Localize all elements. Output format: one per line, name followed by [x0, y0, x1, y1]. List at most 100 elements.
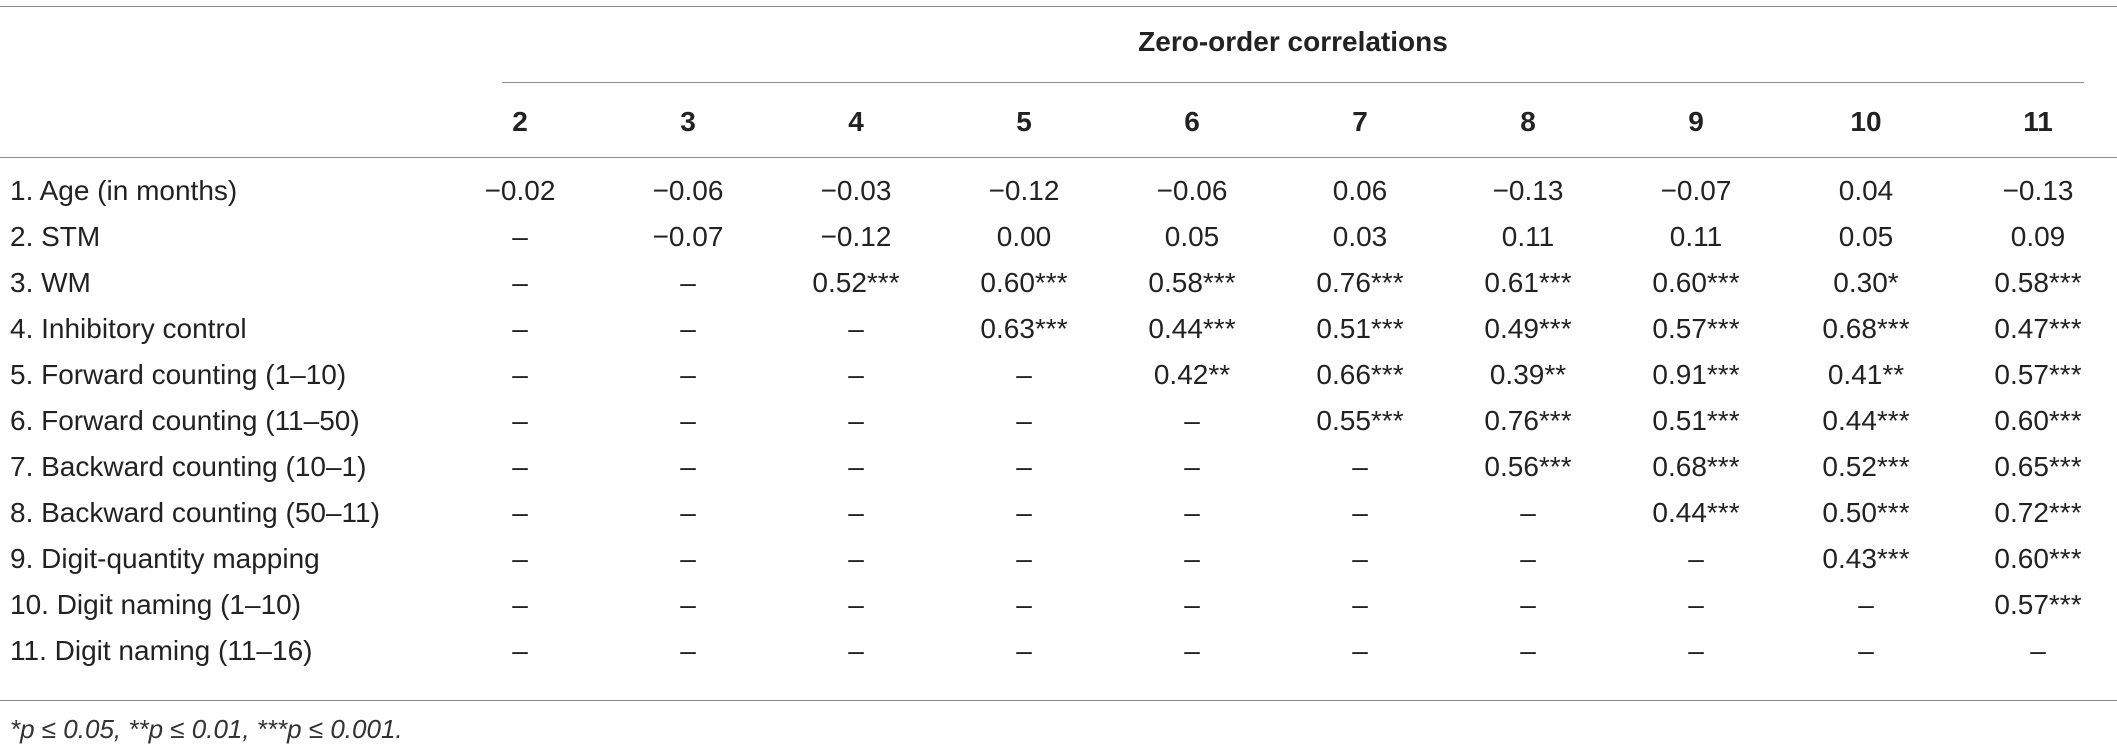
table-cell: −0.13: [1492, 175, 1564, 206]
table-cell: –: [1016, 497, 1032, 528]
table-cell: –: [680, 543, 696, 574]
table-cell: 0.11: [1501, 221, 1555, 252]
table-cell: –: [848, 497, 864, 528]
table-cell: –: [1184, 405, 1200, 436]
table-cell: –: [680, 589, 696, 620]
table-cell: –: [1520, 589, 1536, 620]
table-cell: –: [1688, 589, 1704, 620]
row-label: 6. Forward counting (11–50): [10, 405, 360, 436]
table-cell: 0.66***: [1316, 359, 1404, 390]
table-cell: −0.12: [988, 175, 1060, 206]
table-row: 8. Backward counting (50–11) – – – – – – – 0.44*…: [0, 490, 2117, 536]
table-cell: –: [1352, 589, 1368, 620]
table-cell: 0.03: [1332, 221, 1388, 252]
table-cell: 0.51***: [1316, 313, 1404, 344]
table-cell: –: [2030, 635, 2046, 666]
column-header-10: 10: [1850, 106, 1882, 137]
table-cell: –: [1016, 543, 1032, 574]
table-cell: 0.52***: [812, 267, 900, 298]
table-cell: –: [1016, 451, 1032, 482]
table-cell: –: [1016, 589, 1032, 620]
table-cell: 0.05: [1838, 221, 1894, 252]
table-row: 10. Digit naming (1–10) – – – – – – – – – 0.57***: [0, 582, 2117, 628]
table-cell: 0.47***: [1994, 313, 2082, 344]
header-bottom-rule: [0, 157, 2117, 158]
table-top-rule: [0, 6, 2117, 7]
table-cell: 0.58***: [1994, 267, 2082, 298]
column-header-3: 3: [680, 106, 696, 137]
table-cell: 0.56***: [1484, 451, 1572, 482]
table-cell: –: [512, 497, 528, 528]
table-cell: –: [680, 405, 696, 436]
table-cell: −0.13: [2002, 175, 2074, 206]
table-cell: –: [680, 451, 696, 482]
table-cell: 0.57***: [1994, 359, 2082, 390]
table-cell: –: [1520, 635, 1536, 666]
table-row: 1. Age (in months) −0.02 −0.06 −0.03 −0.12 −0…: [0, 168, 2117, 214]
table-cell: –: [1184, 543, 1200, 574]
table-cell: –: [1520, 543, 1536, 574]
table-cell: –: [512, 451, 528, 482]
table-cell: –: [512, 313, 528, 344]
table-cell: −0.06: [1156, 175, 1228, 206]
table-cell: –: [1688, 635, 1704, 666]
table-cell: 0.60***: [980, 267, 1068, 298]
table-cell: 0.58***: [1148, 267, 1236, 298]
table-row: 3. WM – – 0.52*** 0.60*** 0.58*** 0.76*** 0.61*…: [0, 260, 2117, 306]
table-cell: 0.11: [1669, 221, 1723, 252]
table-cell: –: [848, 589, 864, 620]
row-label: 1. Age (in months): [10, 175, 238, 206]
column-header-2: 2: [512, 106, 528, 137]
table-cell: –: [512, 221, 528, 252]
column-header-8: 8: [1520, 106, 1536, 137]
table-cell: 0.43***: [1822, 543, 1910, 574]
row-label: 10. Digit naming (1–10): [10, 589, 302, 620]
table-cell: −0.06: [652, 175, 724, 206]
table-cell: 0.68***: [1822, 313, 1910, 344]
table-cell: 0.44***: [1652, 497, 1740, 528]
table-cell: –: [680, 267, 696, 298]
table-cell: –: [512, 543, 528, 574]
row-label: 9. Digit-quantity mapping: [10, 543, 320, 574]
column-header-6: 6: [1184, 106, 1200, 137]
column-header-9: 9: [1688, 106, 1704, 137]
table-cell: –: [1016, 635, 1032, 666]
table-cell: –: [848, 313, 864, 344]
table-cell: –: [848, 543, 864, 574]
table-cell: –: [848, 635, 864, 666]
table-row: 5. Forward counting (1–10) – – – – 0.42** 0.66…: [0, 352, 2117, 398]
table-row: 9. Digit-quantity mapping – – – – – – – – 0.43***…: [0, 536, 2117, 582]
table-cell: –: [680, 635, 696, 666]
table-cell: 0.72***: [1994, 497, 2082, 528]
table-cell: 0.50***: [1822, 497, 1910, 528]
table-cell: 0.76***: [1316, 267, 1404, 298]
table-cell: −0.12: [820, 221, 892, 252]
group-header-title: Zero-order correlations: [1138, 26, 1448, 57]
table-cell: –: [1016, 405, 1032, 436]
table-cell: –: [512, 267, 528, 298]
table-cell: –: [848, 451, 864, 482]
table-cell: 0.52***: [1822, 451, 1910, 482]
table-cell: –: [1352, 635, 1368, 666]
table-cell: –: [680, 497, 696, 528]
table-cell: 0.60***: [1994, 405, 2082, 436]
table-cell: –: [1184, 451, 1200, 482]
column-header-5: 5: [1016, 106, 1032, 137]
table-cell: –: [1688, 543, 1704, 574]
table-cell: 0.00: [996, 221, 1052, 252]
table-cell: 0.44***: [1822, 405, 1910, 436]
column-header-4: 4: [848, 106, 864, 137]
table-cell: –: [1184, 497, 1200, 528]
table-cell: –: [848, 359, 864, 390]
table-cell: 0.57***: [1994, 589, 2082, 620]
row-label: 5. Forward counting (1–10): [10, 359, 347, 390]
table-cell: 0.61***: [1484, 267, 1572, 298]
table-footnote: *p ≤ 0.05, **p ≤ 0.01, ***p ≤ 0.001.: [10, 714, 403, 744]
table-cell: 0.91***: [1652, 359, 1740, 390]
table-cell: −0.07: [652, 221, 724, 252]
table-cell: –: [848, 405, 864, 436]
table-cell: –: [1520, 497, 1536, 528]
table-cell: –: [1352, 543, 1368, 574]
table-cell: 0.60***: [1652, 267, 1740, 298]
table-cell: 0.05: [1164, 221, 1220, 252]
